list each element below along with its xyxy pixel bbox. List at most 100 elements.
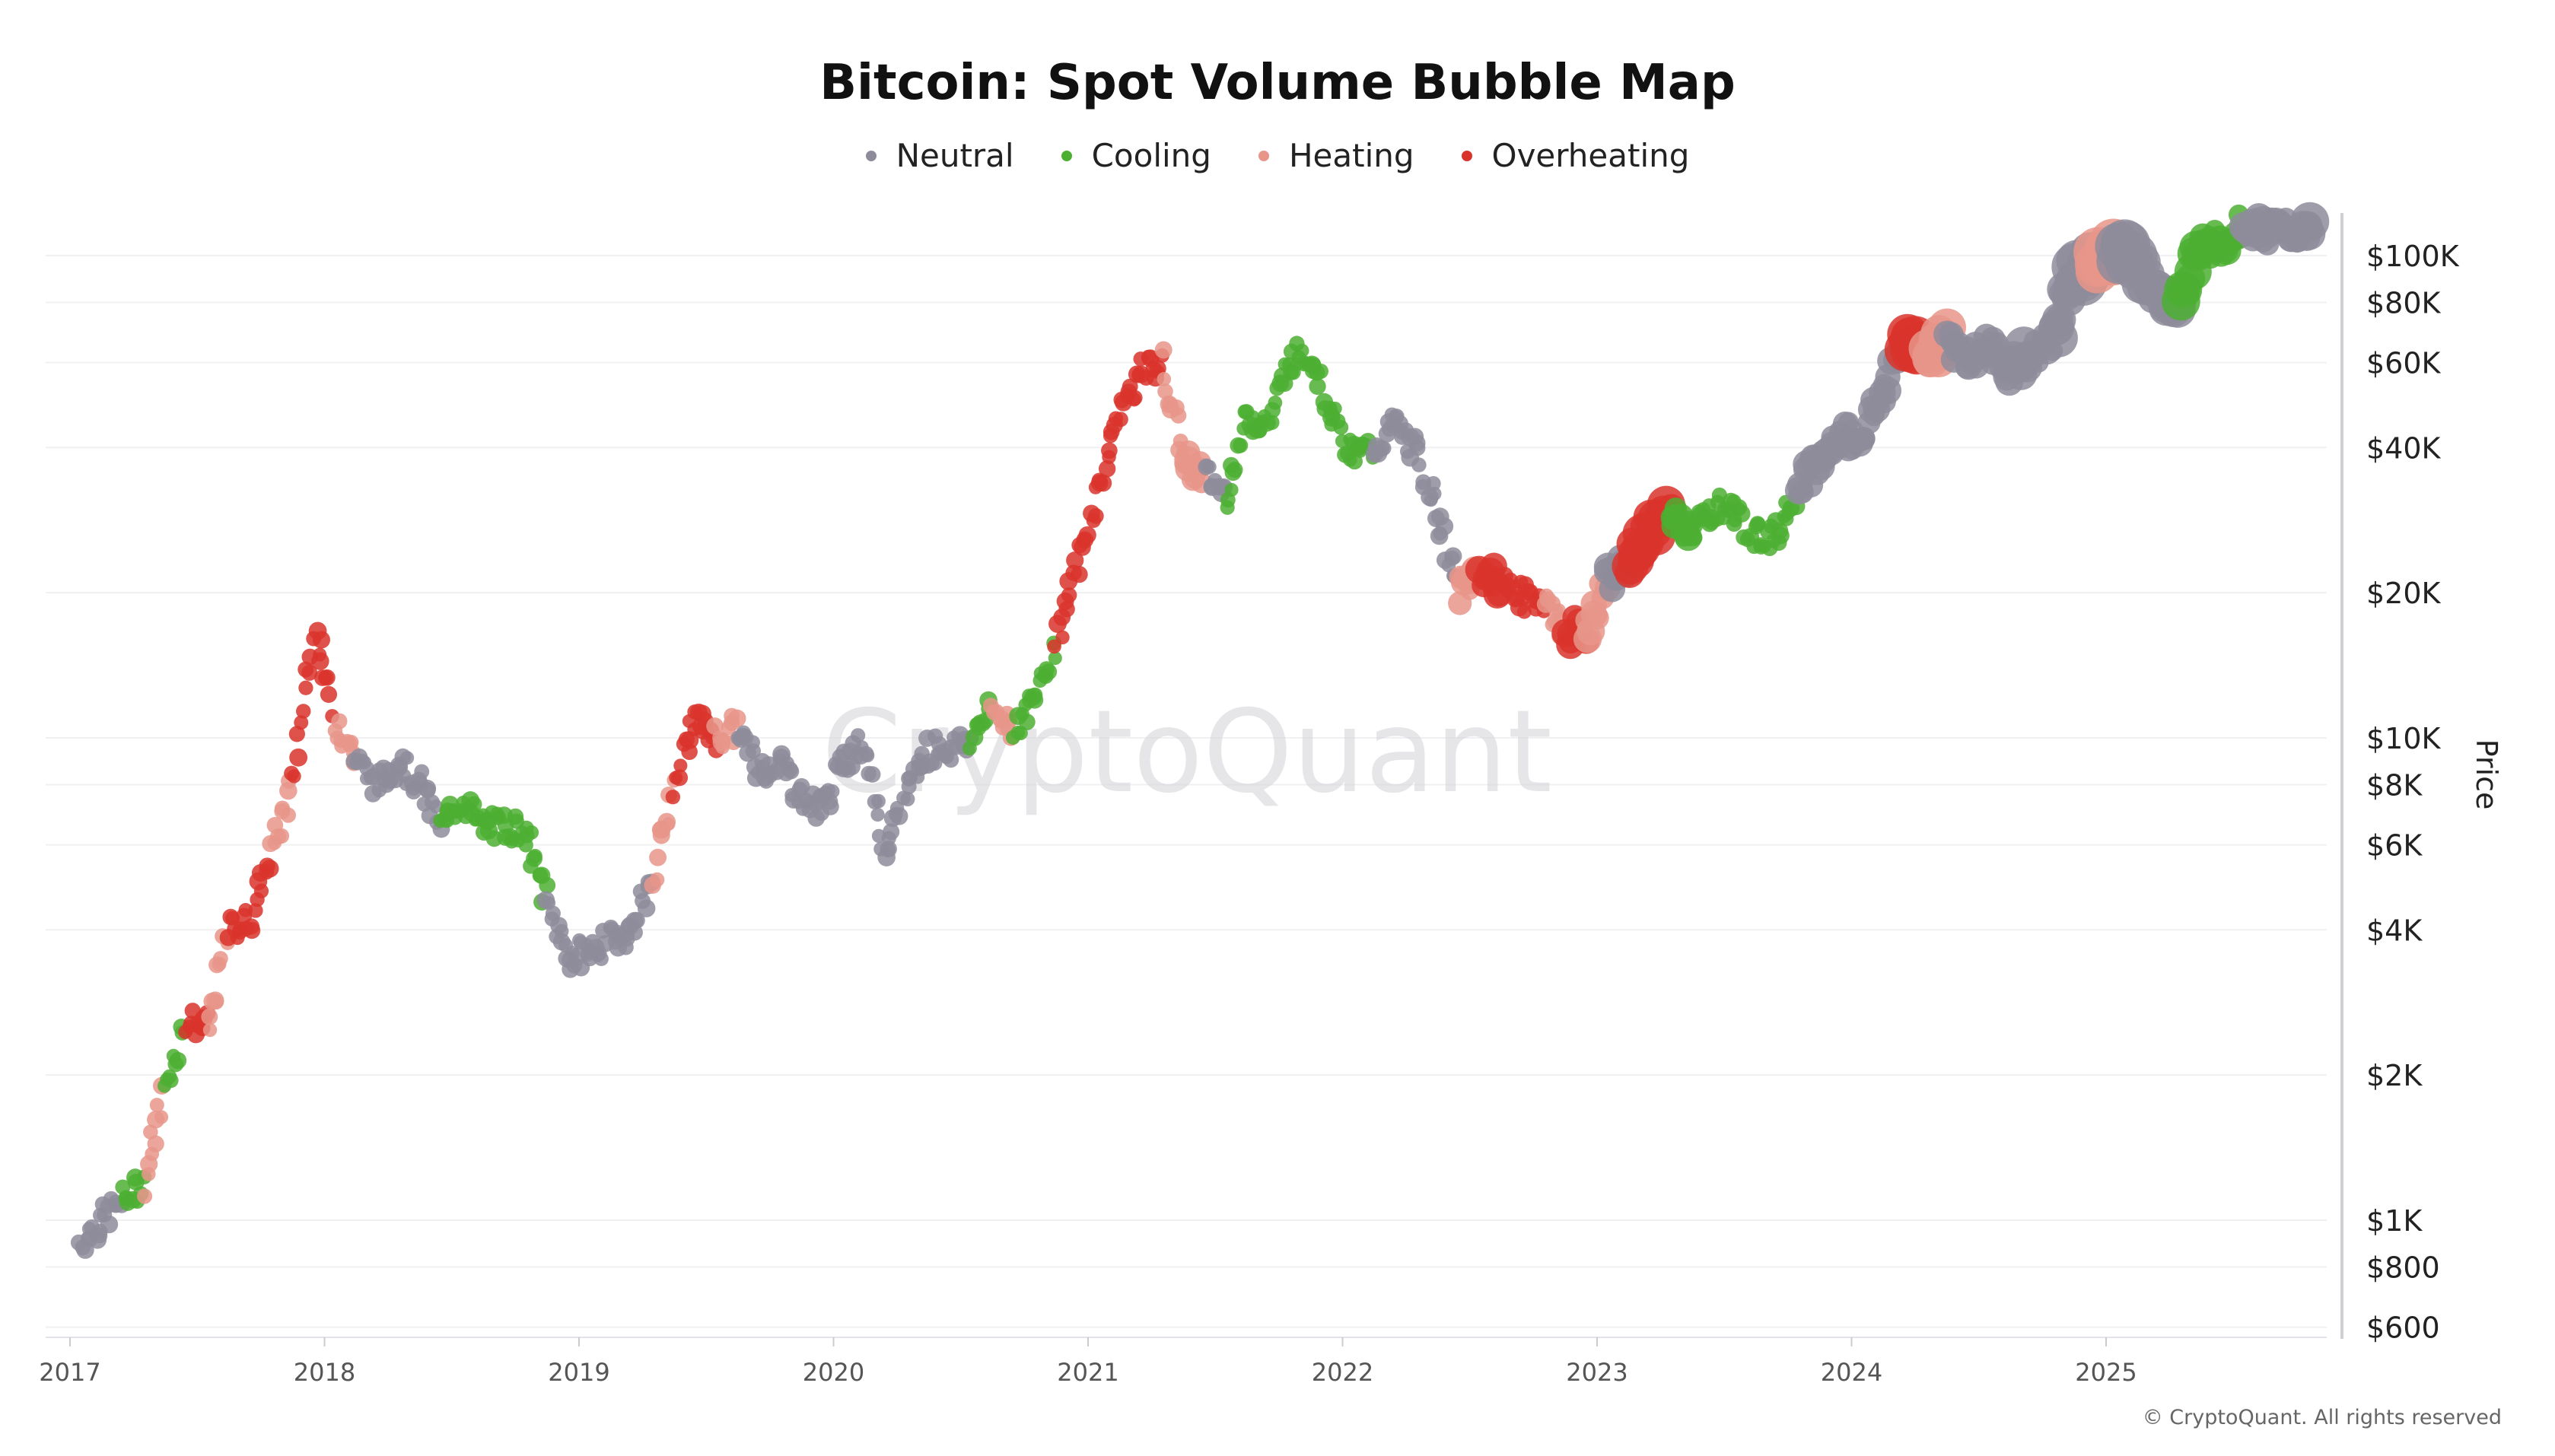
- bubble-O[interactable]: [1055, 630, 1070, 645]
- bubble-H[interactable]: [706, 717, 724, 735]
- bubble-N[interactable]: [858, 745, 874, 761]
- bubble-O[interactable]: [301, 664, 318, 681]
- bubble-O[interactable]: [243, 918, 260, 935]
- bubble-C[interactable]: [1333, 419, 1349, 435]
- bubble-C[interactable]: [1227, 461, 1243, 478]
- bubble-N[interactable]: [2292, 211, 2323, 242]
- bubble-O[interactable]: [312, 631, 330, 649]
- bubble-N[interactable]: [881, 842, 896, 857]
- bubble-H[interactable]: [649, 872, 665, 888]
- bubble-N[interactable]: [889, 807, 908, 825]
- bubble-O[interactable]: [288, 726, 305, 742]
- bubble-O[interactable]: [1087, 507, 1104, 524]
- bubble-C[interactable]: [1295, 343, 1309, 358]
- bubble-O[interactable]: [294, 715, 309, 730]
- bubble-N[interactable]: [593, 951, 609, 967]
- bubble-C[interactable]: [1268, 396, 1283, 410]
- legend-item-overheating[interactable]: Overheating: [1461, 137, 1689, 174]
- bubble-C[interactable]: [1224, 482, 1239, 497]
- bubble-O[interactable]: [1066, 551, 1084, 570]
- bubble-O[interactable]: [1047, 639, 1061, 654]
- bubble-N[interactable]: [851, 728, 866, 743]
- bubble-O[interactable]: [287, 769, 301, 784]
- bubble-C[interactable]: [169, 1051, 187, 1070]
- bubble-N[interactable]: [400, 751, 415, 765]
- bubble-C[interactable]: [539, 876, 556, 894]
- bubble-C[interactable]: [1264, 415, 1280, 431]
- bubble-C[interactable]: [524, 825, 539, 840]
- bubble-N[interactable]: [870, 807, 885, 822]
- bubble-C[interactable]: [1312, 363, 1328, 380]
- bubble-C[interactable]: [1328, 401, 1342, 416]
- bubble-O[interactable]: [298, 680, 313, 695]
- bubble-N[interactable]: [825, 784, 840, 799]
- legend-item-cooling[interactable]: Cooling: [1061, 137, 1211, 174]
- bubble-N[interactable]: [418, 779, 437, 798]
- bubble-N[interactable]: [1444, 547, 1462, 565]
- bubble-O[interactable]: [673, 758, 688, 773]
- bubble-O[interactable]: [1061, 587, 1077, 603]
- bubble-H[interactable]: [136, 1188, 153, 1204]
- bubble-H[interactable]: [280, 807, 296, 823]
- bubble-O[interactable]: [671, 769, 689, 787]
- legend-item-heating[interactable]: Heating: [1258, 137, 1414, 174]
- legend-item-neutral[interactable]: Neutral: [865, 137, 1014, 174]
- bubble-N[interactable]: [414, 764, 430, 780]
- bubble-C[interactable]: [527, 848, 542, 863]
- bubble-N[interactable]: [883, 823, 900, 841]
- bubble-H[interactable]: [202, 1022, 218, 1038]
- bubble-O[interactable]: [260, 860, 279, 878]
- bubble-N[interactable]: [1427, 486, 1442, 501]
- bubble-H[interactable]: [728, 709, 746, 728]
- bubble-N[interactable]: [783, 763, 800, 780]
- bubble-H[interactable]: [154, 1110, 169, 1124]
- bubble-O[interactable]: [1127, 389, 1143, 405]
- bubble-O[interactable]: [320, 685, 338, 703]
- bubble-C[interactable]: [1027, 687, 1043, 703]
- bubble-O[interactable]: [289, 748, 308, 767]
- bubble-C[interactable]: [466, 796, 482, 812]
- bubble-N[interactable]: [1202, 459, 1217, 474]
- bubble-N[interactable]: [637, 899, 656, 917]
- bubble-H[interactable]: [273, 828, 290, 844]
- bubble-C[interactable]: [1048, 651, 1062, 666]
- bubble-H[interactable]: [147, 1135, 164, 1152]
- bubble-N[interactable]: [900, 791, 915, 807]
- bubble-O[interactable]: [248, 903, 263, 918]
- bubble-H[interactable]: [1586, 605, 1608, 626]
- bubble-H[interactable]: [212, 951, 228, 967]
- bubble-C[interactable]: [1732, 504, 1751, 523]
- bubble-C[interactable]: [1309, 377, 1326, 396]
- bubble-O[interactable]: [1078, 526, 1096, 544]
- bubble-N[interactable]: [870, 793, 886, 809]
- bubble-N[interactable]: [100, 1215, 119, 1234]
- bubble-O[interactable]: [1094, 474, 1112, 492]
- bubble-O[interactable]: [296, 704, 311, 719]
- bubble-H[interactable]: [1157, 371, 1172, 386]
- bubble-N[interactable]: [745, 743, 762, 759]
- bubble-C[interactable]: [1018, 714, 1036, 730]
- bubble-N[interactable]: [1411, 457, 1427, 472]
- bubble-O[interactable]: [1098, 460, 1116, 478]
- bubble-N[interactable]: [1435, 517, 1454, 536]
- bubble-H[interactable]: [649, 848, 667, 866]
- bubble-O[interactable]: [1112, 412, 1128, 428]
- bubble-O[interactable]: [253, 883, 269, 898]
- bubble-O[interactable]: [665, 790, 681, 805]
- bubble-H[interactable]: [1154, 341, 1172, 359]
- bubble-N[interactable]: [628, 911, 645, 929]
- bubble-O[interactable]: [319, 669, 336, 686]
- bubble-H[interactable]: [331, 713, 348, 730]
- bubble-N[interactable]: [864, 766, 881, 783]
- bubble-H[interactable]: [149, 1098, 164, 1113]
- bubble-O[interactable]: [1071, 565, 1088, 583]
- bubble-H[interactable]: [201, 1008, 218, 1025]
- bubble-C[interactable]: [1772, 526, 1790, 545]
- bubble-N[interactable]: [943, 752, 959, 768]
- bubble-H[interactable]: [661, 817, 676, 831]
- bubble-N[interactable]: [1376, 440, 1392, 456]
- bubble-N[interactable]: [1426, 475, 1441, 491]
- bubble-O[interactable]: [1101, 442, 1118, 459]
- bubble-O[interactable]: [311, 652, 329, 670]
- bubble-H[interactable]: [208, 993, 224, 1010]
